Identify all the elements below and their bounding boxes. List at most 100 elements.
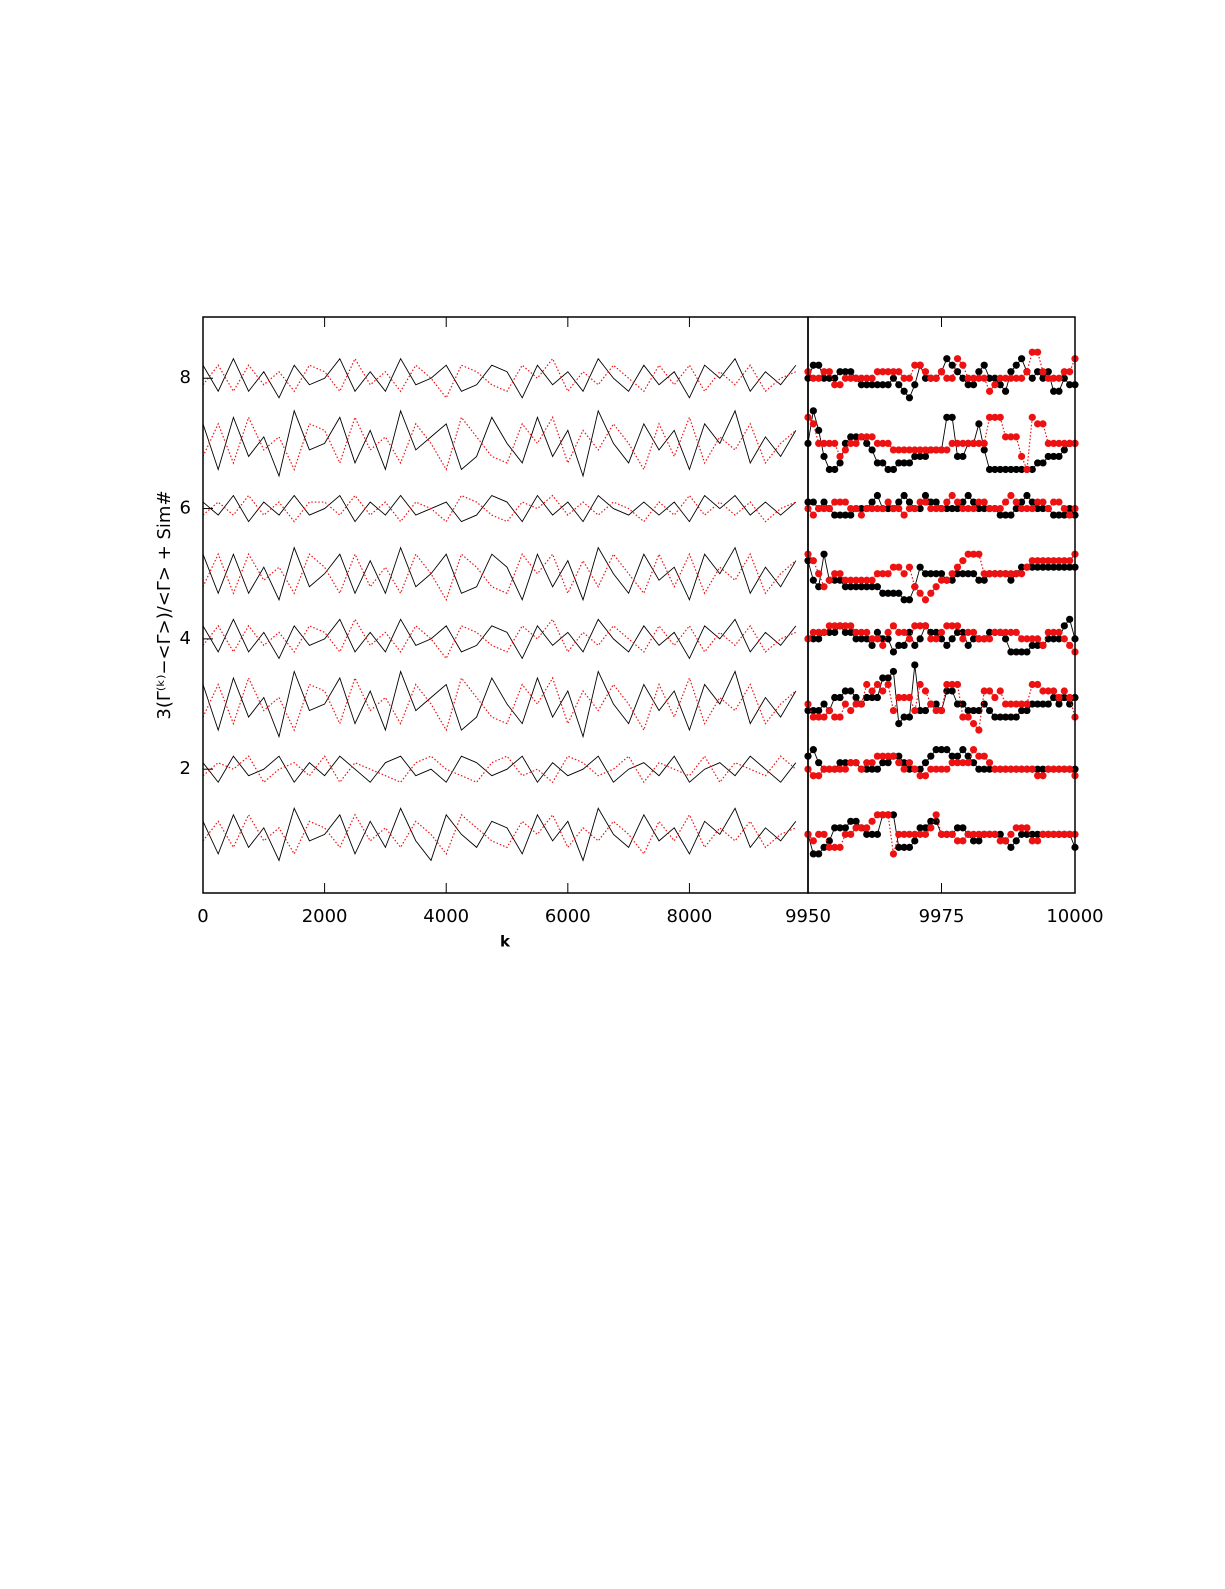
point — [905, 446, 914, 454]
y-tick-label: 2 — [180, 758, 191, 779]
point — [836, 511, 844, 519]
point — [873, 504, 882, 513]
point — [895, 843, 903, 851]
point — [948, 413, 956, 421]
point — [873, 459, 882, 467]
point — [1007, 700, 1015, 708]
point — [825, 465, 833, 474]
point — [1018, 700, 1026, 708]
point — [884, 381, 892, 389]
point — [857, 628, 866, 636]
point — [895, 368, 903, 376]
point — [980, 687, 988, 695]
point — [921, 596, 930, 604]
point — [809, 361, 817, 369]
point — [1039, 563, 1047, 571]
point — [943, 498, 951, 506]
point — [809, 576, 817, 584]
point — [857, 824, 866, 832]
point — [1066, 693, 1074, 702]
series-line — [202, 813, 797, 856]
x-tick-label: 9975 — [919, 906, 965, 927]
point — [1039, 420, 1047, 428]
point — [905, 563, 914, 571]
point — [1034, 563, 1042, 571]
point — [1050, 511, 1058, 519]
point — [1060, 635, 1068, 643]
point — [873, 693, 882, 702]
point — [847, 759, 855, 767]
point — [868, 381, 876, 389]
point — [921, 830, 930, 838]
point — [969, 504, 978, 513]
point — [916, 589, 924, 597]
point — [1018, 498, 1026, 506]
point — [1034, 700, 1042, 708]
point — [889, 589, 898, 597]
point — [1001, 570, 1010, 578]
point — [911, 641, 919, 649]
point — [943, 765, 951, 773]
point — [1028, 557, 1036, 565]
point — [884, 674, 892, 682]
point — [831, 439, 839, 448]
point — [852, 433, 860, 441]
point — [991, 830, 999, 838]
point — [868, 687, 876, 695]
point — [996, 374, 1004, 382]
point — [932, 817, 940, 825]
point — [852, 374, 860, 382]
point — [975, 420, 983, 428]
point — [852, 824, 860, 832]
series-line — [202, 755, 797, 784]
y-tick-label: 6 — [180, 498, 191, 519]
point — [825, 622, 833, 630]
point — [964, 439, 972, 448]
point — [900, 713, 908, 721]
point — [927, 504, 935, 513]
point — [916, 635, 924, 643]
point — [884, 752, 892, 760]
point — [1060, 687, 1068, 695]
point — [841, 824, 849, 832]
point — [809, 420, 817, 428]
point — [969, 439, 978, 448]
point — [815, 374, 823, 382]
point — [911, 837, 919, 845]
point — [900, 374, 908, 382]
point — [1012, 504, 1020, 513]
point — [927, 589, 935, 597]
point — [1012, 498, 1020, 506]
point — [836, 843, 844, 851]
point — [959, 361, 967, 369]
point — [985, 635, 994, 643]
point — [1060, 446, 1068, 454]
point — [969, 830, 978, 838]
point — [831, 465, 839, 474]
point — [852, 628, 860, 636]
point — [847, 368, 855, 376]
point — [863, 439, 871, 448]
point — [847, 511, 855, 519]
point — [980, 830, 988, 838]
point — [975, 752, 983, 760]
point — [1044, 830, 1052, 838]
point — [953, 368, 962, 376]
point — [1012, 700, 1020, 708]
point — [932, 706, 940, 715]
point — [964, 570, 972, 578]
point — [884, 368, 892, 376]
point — [1001, 374, 1010, 382]
point — [991, 628, 999, 636]
point — [825, 706, 833, 715]
point — [953, 355, 962, 363]
point — [1034, 680, 1042, 689]
point — [1050, 387, 1058, 395]
point — [927, 700, 935, 708]
point — [959, 452, 967, 461]
point — [943, 641, 951, 649]
point — [1060, 511, 1068, 519]
point — [948, 622, 956, 630]
point — [895, 381, 903, 389]
point — [969, 381, 978, 389]
